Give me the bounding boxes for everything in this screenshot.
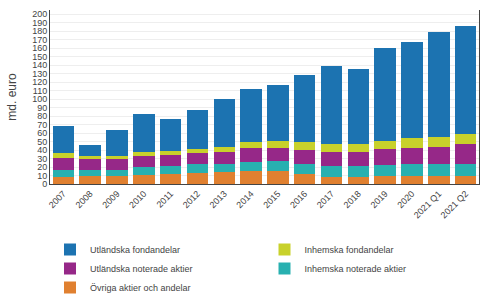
svg-text:60: 60 xyxy=(37,128,47,138)
svg-text:2017: 2017 xyxy=(315,189,336,210)
svg-text:80: 80 xyxy=(37,111,47,121)
svg-text:150: 150 xyxy=(32,52,47,62)
svg-text:2012: 2012 xyxy=(181,189,202,210)
svg-text:0: 0 xyxy=(42,179,47,189)
svg-text:170: 170 xyxy=(32,35,47,45)
svg-text:100: 100 xyxy=(32,94,47,104)
svg-text:2014: 2014 xyxy=(234,189,255,210)
svg-text:2021 Q1: 2021 Q1 xyxy=(412,189,443,220)
svg-text:Utländska noterade aktier: Utländska noterade aktier xyxy=(90,264,193,274)
svg-text:2018: 2018 xyxy=(342,189,363,210)
svg-text:Inhemska noterade aktier: Inhemska noterade aktier xyxy=(305,264,407,274)
svg-text:2008: 2008 xyxy=(74,189,95,210)
svg-text:50: 50 xyxy=(37,137,47,147)
svg-text:2011: 2011 xyxy=(154,189,175,210)
svg-text:Övriga aktier och andelar: Övriga aktier och andelar xyxy=(90,283,191,293)
svg-text:2016: 2016 xyxy=(288,189,309,210)
svg-text:2013: 2013 xyxy=(208,189,229,210)
svg-text:20: 20 xyxy=(37,162,47,172)
svg-text:2007: 2007 xyxy=(47,189,68,210)
svg-text:40: 40 xyxy=(37,145,47,155)
svg-text:160: 160 xyxy=(32,43,47,53)
svg-text:2009: 2009 xyxy=(100,189,121,210)
svg-text:180: 180 xyxy=(32,26,47,36)
svg-text:200: 200 xyxy=(32,9,47,19)
svg-text:Inhemska fondandelar: Inhemska fondandelar xyxy=(305,245,394,255)
svg-text:110: 110 xyxy=(33,86,47,96)
svg-text:130: 130 xyxy=(32,69,47,79)
svg-text:120: 120 xyxy=(32,77,47,87)
svg-text:Utländska fondandelar: Utländska fondandelar xyxy=(90,245,180,255)
svg-text:190: 190 xyxy=(32,18,47,28)
svg-text:md. euro: md. euro xyxy=(5,73,19,121)
svg-text:70: 70 xyxy=(37,120,47,130)
svg-text:2010: 2010 xyxy=(127,189,148,210)
svg-text:2015: 2015 xyxy=(261,189,282,210)
svg-text:2021 Q2: 2021 Q2 xyxy=(439,189,470,220)
svg-text:30: 30 xyxy=(37,154,47,164)
svg-text:2019: 2019 xyxy=(369,189,390,210)
svg-text:2020: 2020 xyxy=(395,189,416,210)
svg-text:10: 10 xyxy=(37,171,47,181)
svg-text:140: 140 xyxy=(32,60,47,70)
svg-text:90: 90 xyxy=(37,103,47,113)
